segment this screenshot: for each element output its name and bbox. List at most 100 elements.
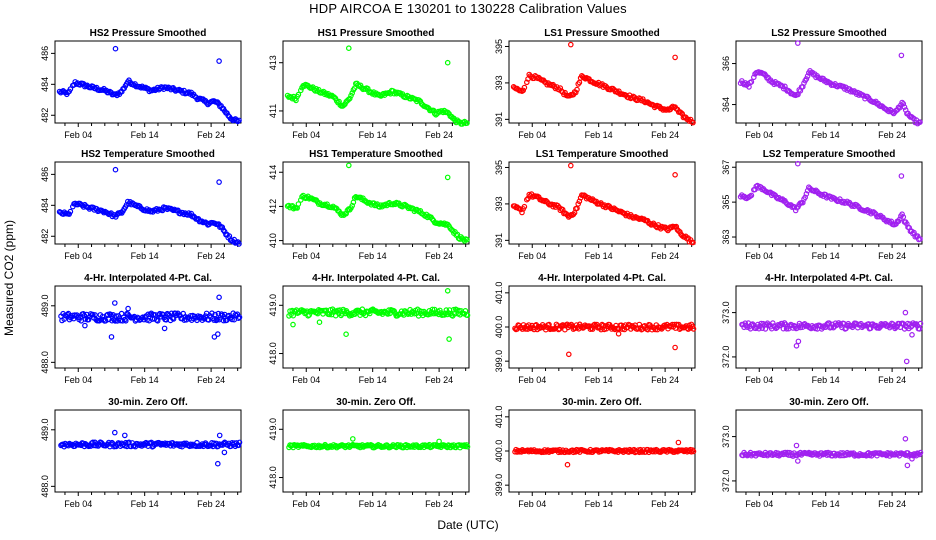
x-tick-label: Feb 14 bbox=[131, 251, 159, 261]
panel-2: HS1 Pressure Smoothed Feb 04 Feb 14 Feb 24 4… bbox=[268, 28, 470, 140]
data-point bbox=[748, 192, 755, 199]
x-tick-label: Feb 14 bbox=[812, 375, 840, 385]
data-point bbox=[782, 83, 788, 90]
x-tick-label: Feb 04 bbox=[745, 499, 773, 509]
data-point bbox=[583, 195, 590, 202]
data-point bbox=[343, 210, 350, 217]
panel-title: 4-Hr. Interpolated 4-Pt. Cal. bbox=[765, 273, 893, 284]
data-point bbox=[236, 439, 243, 446]
data-point bbox=[672, 344, 678, 351]
x-tick-label: Feb 14 bbox=[585, 375, 613, 385]
panel-8: LS2 Temperature Smoothed Feb 04 Feb 14 Feb … bbox=[721, 149, 923, 261]
data-point bbox=[904, 462, 911, 469]
y-tick-label: 414 bbox=[268, 165, 278, 180]
data-point bbox=[916, 326, 923, 332]
y-tick-label: 400.0 bbox=[494, 440, 504, 463]
x-tick-label: Feb 24 bbox=[878, 130, 906, 140]
y-tick-label: 486 bbox=[40, 46, 50, 61]
panel-title: HS2 Pressure Smoothed bbox=[90, 28, 207, 39]
y-tick-label: 401.0 bbox=[494, 406, 504, 429]
x-tick-label: Feb 14 bbox=[359, 375, 387, 385]
data-point bbox=[750, 74, 757, 81]
data-point bbox=[803, 191, 810, 197]
panel-title: LS1 Temperature Smoothed bbox=[536, 149, 669, 160]
data-point bbox=[108, 312, 114, 318]
data-point bbox=[216, 58, 222, 64]
x-tick-label: Feb 04 bbox=[292, 130, 320, 140]
y-tick-label: 413 bbox=[268, 55, 278, 70]
data-point bbox=[339, 211, 346, 217]
panel-title: 30-min. Zero Off. bbox=[336, 397, 416, 408]
x-tick-label: Feb 24 bbox=[425, 375, 453, 385]
x-tick-label: Feb 14 bbox=[359, 130, 387, 140]
y-tick-label: 418.0 bbox=[268, 466, 278, 489]
data-point bbox=[331, 94, 338, 101]
data-point bbox=[793, 342, 800, 349]
data-point bbox=[165, 311, 172, 318]
x-tick-label: Feb 24 bbox=[651, 499, 679, 509]
data-point bbox=[521, 84, 528, 91]
data-point bbox=[181, 317, 188, 323]
panel-frame bbox=[282, 161, 470, 245]
y-tick-label: 489.0 bbox=[40, 419, 50, 442]
y-tick-label: 391 bbox=[494, 233, 504, 248]
data-point bbox=[362, 86, 369, 93]
panel-9: 4-Hr. Interpolated 4-Pt. Cal. Feb 04 Feb 1… bbox=[40, 273, 243, 385]
panel-title: HS2 Temperature Smoothed bbox=[81, 149, 215, 160]
data-point bbox=[521, 203, 528, 210]
x-tick-label: Feb 24 bbox=[197, 130, 225, 140]
data-point bbox=[416, 97, 423, 104]
y-tick-label: 367 bbox=[721, 160, 731, 175]
data-point bbox=[520, 322, 527, 328]
data-point bbox=[565, 351, 572, 358]
data-point bbox=[397, 311, 404, 317]
data-point bbox=[107, 311, 113, 317]
data-point bbox=[355, 82, 362, 88]
data-point bbox=[446, 336, 452, 342]
data-point bbox=[794, 160, 801, 167]
data-point bbox=[85, 443, 92, 450]
x-tick-label: Feb 04 bbox=[518, 251, 546, 261]
panel-10: 4-Hr. Interpolated 4-Pt. Cal. Feb 04 Feb 1… bbox=[268, 273, 471, 385]
data-point bbox=[690, 119, 696, 126]
x-tick-label: Feb 14 bbox=[131, 499, 159, 509]
data-point bbox=[909, 455, 915, 462]
y-tick-label: 482 bbox=[40, 229, 50, 244]
data-point bbox=[112, 45, 119, 52]
x-tick-label: Feb 04 bbox=[745, 130, 773, 140]
x-tick-label: Feb 04 bbox=[64, 251, 92, 261]
panel-title: HS1 Pressure Smoothed bbox=[318, 28, 435, 39]
x-tick-label: Feb 04 bbox=[64, 499, 92, 509]
figure-title: HDP AIRCOA E 130201 to 130228 Calibratio… bbox=[309, 1, 627, 16]
data-point bbox=[112, 300, 118, 306]
panel-title: 4-Hr. Interpolated 4-Pt. Cal. bbox=[84, 273, 212, 284]
panel-12: 4-Hr. Interpolated 4-Pt. Cal. Feb 04 Feb 1… bbox=[721, 273, 924, 385]
y-tick-label: 363 bbox=[721, 230, 731, 245]
y-tick-label: 366 bbox=[721, 56, 731, 71]
data-point bbox=[876, 213, 883, 220]
data-point bbox=[215, 331, 221, 337]
data-point bbox=[444, 287, 451, 294]
data-point bbox=[748, 79, 755, 85]
panel-14: 30-min. Zero Off. Feb 04 Feb 14 Feb 24 418.0… bbox=[268, 397, 471, 509]
data-point bbox=[437, 307, 443, 314]
data-point bbox=[236, 314, 243, 321]
y-tick-label: 372.0 bbox=[721, 346, 731, 369]
y-tick-label: 399.0 bbox=[494, 474, 504, 497]
data-point bbox=[123, 317, 129, 324]
y-tick-label: 391 bbox=[494, 112, 504, 127]
panel-frame bbox=[54, 161, 242, 245]
data-point bbox=[220, 317, 227, 324]
data-point bbox=[898, 52, 905, 59]
x-tick-label: Feb 24 bbox=[425, 251, 453, 261]
data-point bbox=[672, 172, 678, 178]
data-point bbox=[345, 45, 352, 52]
x-tick-label: Feb 24 bbox=[878, 251, 906, 261]
data-point bbox=[860, 93, 867, 99]
data-point bbox=[567, 41, 574, 48]
data-point bbox=[112, 318, 119, 324]
data-point bbox=[349, 90, 356, 96]
data-point bbox=[615, 330, 622, 337]
data-point bbox=[898, 173, 905, 179]
data-point bbox=[343, 331, 349, 338]
